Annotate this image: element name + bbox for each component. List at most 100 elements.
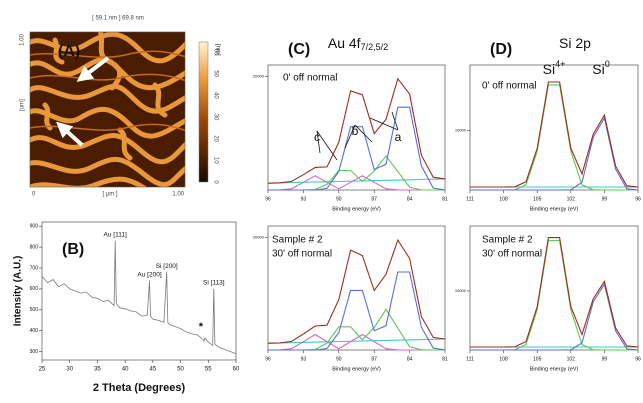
panel-label: (C) — [288, 41, 310, 58]
annotation: 0' off normal — [482, 81, 537, 92]
x-tick-label: 102 — [567, 356, 576, 362]
y-tick-label: 400 — [30, 328, 39, 334]
annotation: b — [352, 124, 359, 138]
y-tick-label: 20000 — [253, 234, 265, 239]
pointer-line — [354, 124, 373, 143]
x-tick-label: 81 — [442, 196, 448, 202]
x-axis-label: Binding energy (eV) — [332, 206, 381, 212]
colorbar-tick-label: 20 — [212, 135, 218, 142]
annotation: Sample # 2 — [482, 235, 533, 246]
pointer-line — [344, 124, 356, 149]
y-tick-label: 10000 — [455, 288, 467, 293]
peak-label-sup: 4+ — [555, 59, 565, 69]
data-line — [470, 116, 639, 191]
annotation: a — [395, 130, 402, 144]
x-tick-label: 99 — [602, 356, 608, 362]
x-tick-label: 105 — [533, 196, 542, 202]
pointer-line — [316, 130, 321, 154]
arrow — [56, 121, 84, 147]
x-axis-label: Binding energy (eV) — [530, 366, 579, 372]
annotation: 30' off normal — [272, 249, 332, 260]
panel-title-text: Au 4f — [328, 35, 361, 51]
axis-label: [ µm ] — [102, 192, 117, 198]
x-tick-label: 90 — [336, 196, 342, 202]
colorbar — [198, 41, 209, 183]
pointer-line — [369, 117, 399, 131]
x-axis-label: Binding energy (eV) — [530, 206, 579, 212]
data-line — [470, 84, 638, 191]
annotation: 30' off normal — [482, 249, 542, 260]
panel-title-text: Si 2p — [559, 35, 591, 51]
x-tick-label: 96 — [265, 196, 271, 202]
panel-title-sub: 7/2,5/2 — [361, 42, 389, 52]
y-tick-label: 10000 — [455, 128, 467, 133]
data-line — [267, 175, 445, 191]
data-line — [470, 81, 639, 188]
axis-label: 1.00 — [20, 34, 26, 46]
panel-title: Au 4f7/2,5/2 — [328, 35, 388, 53]
x-tick-label: 84 — [407, 196, 413, 202]
x-axis-label: Binding energy (eV) — [332, 366, 381, 372]
arrow — [76, 56, 110, 82]
x-tick-label: 90 — [336, 356, 342, 362]
plot-frame — [267, 225, 446, 351]
colorbar-tick-label: 10 — [212, 157, 218, 164]
x-tick-label: 55 — [205, 367, 212, 373]
x-tick-label: 108 — [499, 196, 508, 202]
x-tick-label: 99 — [602, 196, 608, 202]
x-tick-label: 93 — [301, 196, 307, 202]
peak-label: Si0 — [592, 59, 609, 76]
x-tick-label: 87 — [371, 356, 377, 362]
data-line — [267, 77, 446, 184]
y-tick-label: 300 — [30, 349, 39, 355]
x-tick-label: 96 — [635, 196, 641, 202]
x-tick-label: 105 — [533, 356, 542, 362]
colorbar-tick-label: 30 — [212, 114, 218, 121]
axis-label: 1.00 — [172, 192, 184, 198]
y-tick-label: 20000 — [253, 73, 265, 78]
afm-image — [30, 32, 185, 187]
data-line — [41, 240, 237, 355]
y-tick-label: 700 — [30, 265, 39, 271]
x-tick-label: 108 — [499, 356, 508, 362]
x-tick-label: 87 — [371, 196, 377, 202]
data-line — [267, 238, 446, 344]
peak-label: Au [111] — [104, 232, 127, 239]
peak-label: * — [199, 321, 204, 333]
pointer-line — [391, 111, 399, 131]
peak-label-text: Si — [543, 61, 555, 77]
x-tick-label: 111 — [466, 356, 474, 362]
afm-frame — [29, 31, 186, 188]
x-tick-label: 84 — [407, 356, 413, 362]
plot-frame — [267, 64, 446, 191]
data-line — [267, 178, 446, 184]
afm-header: [ 59.1 nm ] 69.8 nm — [92, 16, 144, 22]
x-tick-label: 111 — [466, 196, 474, 202]
annotation: 0' off normal — [283, 73, 338, 84]
x-tick-label: 96 — [635, 356, 641, 362]
x-tick-label: 81 — [442, 356, 448, 362]
x-tick-label: 25 — [39, 367, 46, 373]
x-tick-label: 96 — [265, 356, 271, 362]
panel-label: (B) — [62, 241, 84, 258]
panel-label: (A) — [58, 43, 80, 60]
peak-label: Si4+ — [543, 59, 566, 76]
colorbar-tick-label: 40 — [212, 92, 218, 99]
annotation: Sample # 2 — [272, 235, 323, 246]
y-tick-label: 800 — [30, 244, 39, 250]
x-tick-label: 40 — [122, 367, 129, 373]
panel-label: (D) — [490, 41, 512, 58]
colorbar-tick-label: 60 — [212, 49, 218, 56]
x-tick-label: 60 — [233, 367, 240, 373]
y-axis-label: Intensity (A.U.) — [13, 256, 24, 327]
data-line — [268, 106, 446, 191]
peak-label: Si [113] — [203, 280, 225, 287]
peak-label: Au [200] — [137, 271, 161, 278]
colorbar-tick-label: 0 — [212, 180, 218, 184]
axis-label: [um] — [20, 99, 26, 111]
x-axis-label: 2 Theta (Degrees) — [93, 382, 186, 394]
annotation: c — [314, 130, 320, 144]
x-tick-label: 45 — [150, 367, 157, 373]
x-tick-label: 30 — [66, 367, 73, 373]
